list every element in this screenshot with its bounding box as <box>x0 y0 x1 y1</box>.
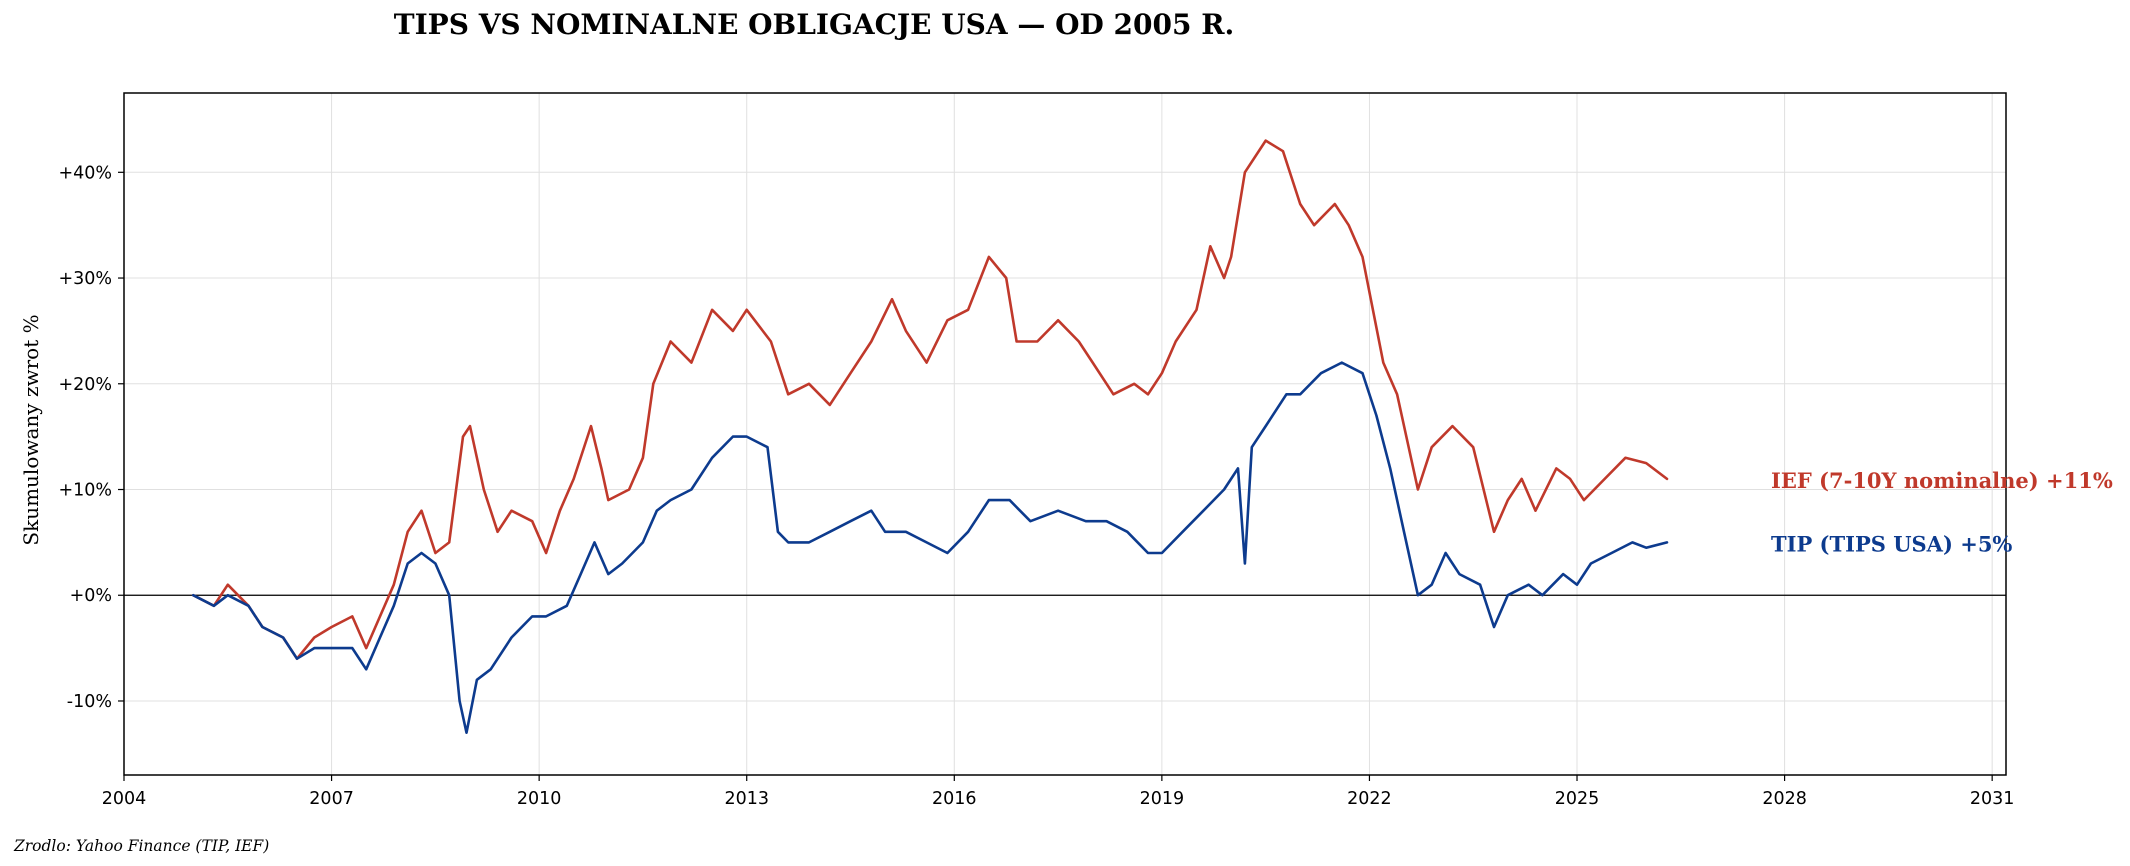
y-tick-label: +0% <box>70 586 112 606</box>
series-line-ief <box>191 139 1669 660</box>
chart-title: TIPS VS NOMINALNE OBLIGACJE USA — OD 200… <box>394 8 1235 41</box>
series-group <box>191 139 1669 734</box>
x-tick-label: 2031 <box>1970 789 2015 809</box>
plot-frame <box>123 92 2007 776</box>
x-tick-label: 2013 <box>724 789 769 809</box>
x-tick-label: 2007 <box>309 789 354 809</box>
y-tick-label: +40% <box>58 163 112 183</box>
grid <box>123 93 2006 775</box>
series-line-tip <box>191 361 1669 734</box>
x-axis: 2004 2007 2010 2013 2016 2019 2022 2025 2028 2031 <box>102 775 2015 809</box>
y-tick-label: -10% <box>67 692 112 712</box>
end-label-tip: TIP (TIPS USA) +5% <box>1771 531 2012 556</box>
y-tick-label: +20% <box>58 375 112 395</box>
x-tick-label: 2028 <box>1762 789 1807 809</box>
end-label-ief: IEF (7-10Y nominalne) +11% <box>1771 468 2113 493</box>
x-tick-label: 2019 <box>1140 789 1185 809</box>
x-tick-label: 2025 <box>1555 789 1600 809</box>
y-tick-label: +30% <box>58 269 112 289</box>
x-tick-label: 2022 <box>1347 789 1392 809</box>
x-tick-label: 2010 <box>517 789 562 809</box>
y-axis-label: Skumulowany zwrot % <box>19 314 43 545</box>
x-tick-label: 2004 <box>102 789 147 809</box>
source-note: Zrodlo: Yahoo Finance (TIP, IEF) <box>13 837 269 855</box>
x-tick-label: 2016 <box>932 789 977 809</box>
y-tick-label: +10% <box>58 481 112 501</box>
y-axis: -10% +0% +10% +20% +30% +40% <box>58 163 124 712</box>
end-labels: IEF (7-10Y nominalne) +11% TIP (TIPS USA)… <box>1771 468 2113 556</box>
